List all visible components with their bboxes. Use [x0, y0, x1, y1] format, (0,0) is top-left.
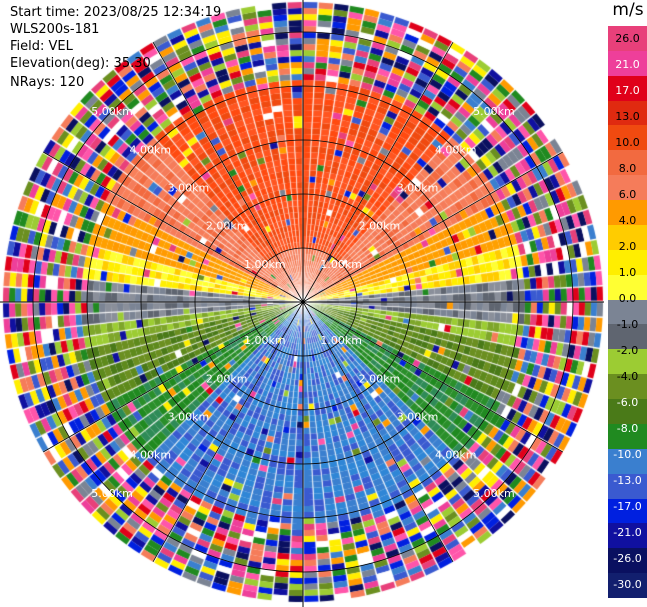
colorbar-tick-label: -6.0	[616, 396, 639, 409]
nrays-label: NRays: 120	[10, 75, 85, 90]
colorbar-segment	[608, 324, 647, 350]
colorbar-segment	[608, 548, 647, 574]
colorbar-segment	[608, 200, 647, 226]
colorbar-segment	[608, 50, 647, 77]
azimuth-spoke	[302, 301, 454, 563]
range-ring-label: 5.00km	[91, 105, 133, 118]
colorbar-tick-label: 8.0	[618, 162, 637, 175]
colorbar-tick-label: -30.0	[613, 578, 642, 591]
colorbar-tick-label: -4.0	[616, 370, 639, 383]
scan-info: Start time: 2023/08/25 12:34:19 WLS200s-…	[10, 4, 221, 91]
colorbar-segment	[608, 75, 647, 102]
colorbar-segment	[608, 523, 647, 549]
colorbar-segment	[608, 399, 647, 425]
colorbar-tick-label: 0.0	[618, 292, 637, 305]
azimuth-spoke	[42, 301, 304, 453]
range-ring-label: 2.00km	[359, 220, 401, 233]
colorbar-tick-label: 17.0	[615, 84, 640, 97]
colorbar-segment	[608, 423, 647, 450]
colorbar-tick-label: 6.0	[618, 188, 637, 201]
colorbar-segment	[608, 374, 647, 400]
range-ring-label: 4.00km	[129, 449, 171, 462]
colorbar-tick-label: 1.0	[618, 266, 637, 279]
colorbar-segment	[608, 274, 647, 301]
colorbar-segment	[608, 573, 647, 599]
colorbar-tick-label: -17.0	[613, 500, 642, 513]
colorbar-segment	[608, 473, 647, 499]
colorbar-tick-label: -10.0	[613, 448, 642, 461]
instrument-label: WLS200s-181	[10, 22, 100, 37]
range-ring-label: 1.00km	[320, 258, 362, 271]
range-ring-label: 3.00km	[168, 411, 210, 424]
colorbar-segment	[608, 349, 647, 375]
range-ring-label: 3.00km	[397, 181, 439, 194]
range-ring-label: 5.00km	[473, 105, 515, 118]
azimuth-spoke	[302, 41, 454, 303]
colorbar-tick-label: 26.0	[615, 32, 640, 45]
colorbar-segment	[608, 224, 647, 251]
range-ring-label: 3.00km	[397, 411, 439, 424]
azimuth-spoke	[302, 151, 564, 303]
colorbar-tick-label: -8.0	[616, 422, 639, 435]
range-ring-label: 1.00km	[244, 334, 286, 347]
colorbar-tick-label: -13.0	[613, 474, 642, 487]
range-ring-label: 4.00km	[129, 143, 171, 156]
colorbar-tick-label: -1.0	[616, 318, 639, 331]
colorbar-tick-label: 13.0	[615, 110, 640, 123]
range-ring-label: 4.00km	[435, 449, 477, 462]
colorbar-segment	[608, 26, 647, 52]
range-ring-label: 2.00km	[206, 220, 248, 233]
colorbar-tick-label: 2.0	[618, 240, 637, 253]
colorbar-segment	[608, 249, 647, 276]
colorbar-segment	[608, 448, 647, 475]
range-ring-label: 5.00km	[91, 487, 133, 500]
colorbar-unit: m/s	[612, 0, 644, 20]
range-ring-label: 5.00km	[473, 487, 515, 500]
colorbar-segment	[608, 100, 647, 126]
range-ring-label: 2.00km	[359, 372, 401, 385]
field-label: Field: VEL	[10, 39, 73, 54]
colorbar-tick-label: -2.0	[616, 344, 639, 357]
colorbar-segment	[608, 175, 647, 201]
colorbar-tick-label: -21.0	[613, 526, 642, 539]
azimuth-spoke	[152, 301, 304, 563]
azimuth-spoke	[152, 41, 304, 303]
colorbar-tick-label: 21.0	[615, 58, 640, 71]
start-time-label: Start time: 2023/08/25 12:34:19	[10, 5, 222, 20]
elevation-label: Elevation(deg): 35.30	[10, 56, 151, 71]
azimuth-spoke	[42, 151, 304, 303]
azimuth-spoke	[302, 301, 564, 453]
range-ring-label: 2.00km	[206, 372, 248, 385]
colorbar: 26.0 21.0 17.0 13.0 10.0 8.0 6.0 4.0 2.0 1.0 0.0 -1…	[608, 26, 647, 599]
range-ring-label: 4.00km	[435, 143, 477, 156]
colorbar-tick-label: -26.0	[613, 552, 642, 565]
range-ring-label: 3.00km	[168, 181, 210, 194]
colorbar-tick-label: 4.0	[618, 214, 637, 227]
range-ring-label: 1.00km	[320, 334, 362, 347]
range-ring-label: 1.00km	[244, 258, 286, 271]
colorbar-segment	[608, 299, 647, 325]
colorbar-segment	[608, 150, 647, 176]
colorbar-segment	[608, 498, 647, 524]
colorbar-tick-label: 10.0	[615, 136, 640, 149]
colorbar-segment	[608, 125, 647, 151]
